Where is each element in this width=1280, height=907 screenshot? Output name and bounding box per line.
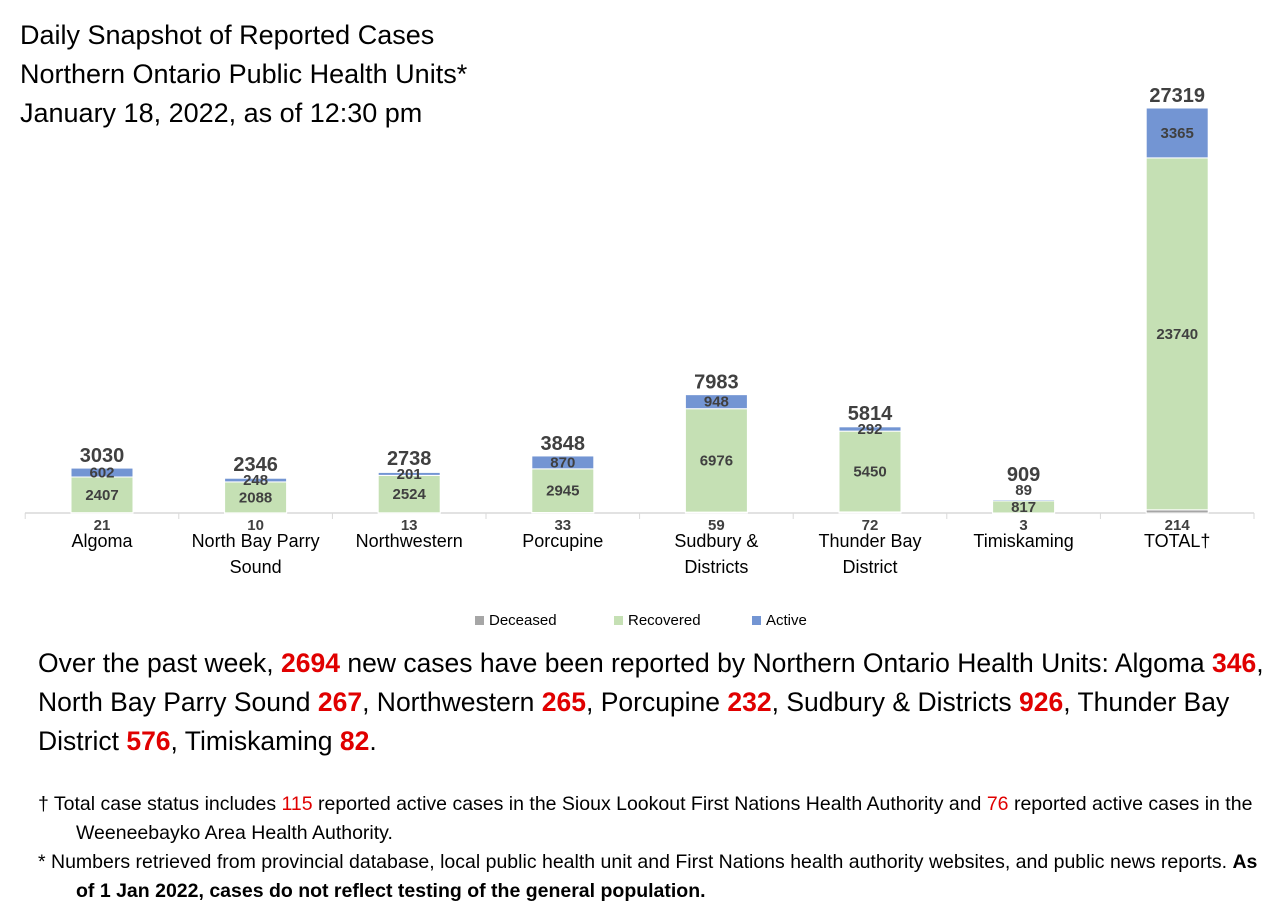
bar-active-north-bay-parry-sound xyxy=(224,477,288,483)
weekly-summary: Over the past week, 2694 new cases have … xyxy=(38,644,1268,761)
legend-item-active: Active xyxy=(752,612,807,629)
summary-text: Over the past week, xyxy=(38,648,282,678)
label-recovered-thunder-bay-district: 5450 xyxy=(853,464,886,481)
category-label-sudbury-districts: Districts xyxy=(684,557,748,577)
category-label-total: TOTAL† xyxy=(1144,531,1210,551)
label-total-porcupine: 3848 xyxy=(541,433,586,455)
bar-active-timiskaming xyxy=(992,499,1056,502)
category-label-northwestern: Northwestern xyxy=(356,531,463,551)
bar-active-thunder-bay-district xyxy=(838,426,902,432)
label-recovered-total: 23740 xyxy=(1156,326,1198,343)
bar-recovered-total xyxy=(1145,157,1209,511)
label-deceased-northwestern: 13 xyxy=(401,517,418,534)
legend-item-deceased: Deceased xyxy=(475,612,557,629)
timiskaming-new-cases: 82 xyxy=(339,726,370,756)
category-label-thunder-bay-district: Thunder Bay xyxy=(818,531,921,551)
summary-text: , Northwestern xyxy=(362,687,542,717)
thunder-bay-new-cases: 576 xyxy=(126,726,171,756)
summary-text: , Timiskaming xyxy=(170,726,340,756)
label-deceased-porcupine: 33 xyxy=(554,517,571,534)
bar-active-algoma xyxy=(70,467,134,478)
label-total-northwestern: 2738 xyxy=(387,448,432,470)
label-total-sudbury-districts: 7983 xyxy=(694,372,739,394)
label-total-total: 27319 xyxy=(1149,85,1205,107)
summary-text: new cases have been reported by Northern… xyxy=(339,648,1213,678)
bar-active-sudbury-districts xyxy=(684,394,748,410)
label-total-thunder-bay-district: 5814 xyxy=(848,403,893,425)
label-recovered-sudbury-districts: 6976 xyxy=(700,452,733,469)
label-active-sudbury-districts: 948 xyxy=(704,394,729,411)
label-deceased-algoma: 21 xyxy=(94,517,111,534)
label-deceased-thunder-bay-district: 72 xyxy=(862,517,879,534)
label-active-total: 3365 xyxy=(1161,125,1194,142)
label-active-thunder-bay-district: 292 xyxy=(857,421,882,438)
chart-title: Daily Snapshot of Reported Cases Norther… xyxy=(20,16,467,133)
summary-text: , North Bay Parry Sound xyxy=(38,648,1264,717)
weeneebayko-active: 76 xyxy=(986,793,1009,815)
label-deceased-north-bay-parry-sound: 10 xyxy=(247,517,264,534)
summary-text: . xyxy=(369,726,377,756)
summary-text: , Porcupine xyxy=(585,687,728,717)
label-total-algoma: 3030 xyxy=(80,445,125,467)
northwestern-new-cases: 265 xyxy=(541,687,586,717)
label-total-north-bay-parry-sound: 2346 xyxy=(233,454,278,476)
legend-label-recovered: Recovered xyxy=(628,612,701,629)
label-deceased-timiskaming: 3 xyxy=(1019,517,1027,534)
label-recovered-algoma: 2407 xyxy=(85,487,118,504)
label-recovered-porcupine: 2945 xyxy=(546,483,579,500)
category-label-algoma: Algoma xyxy=(71,531,133,551)
bar-active-porcupine xyxy=(531,455,595,470)
footnote-text: * Numbers retrieved from provincial data… xyxy=(38,851,1233,873)
legend-label-deceased: Deceased xyxy=(489,612,557,629)
chart-legend: Deceased Recovered Active xyxy=(0,612,1280,636)
category-label-sudbury-districts: Sudbury & xyxy=(674,531,758,551)
legend-item-recovered: Recovered xyxy=(614,612,701,629)
label-active-northwestern: 201 xyxy=(397,466,422,483)
footnote-text: reported active cases in the Weeneebayko… xyxy=(76,793,1253,844)
label-deceased-total: 214 xyxy=(1165,517,1191,534)
label-active-timiskaming: 89 xyxy=(1015,482,1032,499)
footnote-dagger: † Total case status includes 115 reporte… xyxy=(38,790,1268,848)
footnote-text: reported active cases in the Sioux Looko… xyxy=(312,793,987,815)
label-total-timiskaming: 909 xyxy=(1007,464,1040,486)
sudbury-new-cases: 926 xyxy=(1019,687,1064,717)
bar-active-total xyxy=(1145,107,1209,159)
bar-active-northwestern xyxy=(377,471,441,476)
label-active-algoma: 602 xyxy=(89,465,114,482)
sioux-lookout-active: 115 xyxy=(281,793,313,815)
footnote-bold-text: As of 1 Jan 2022, cases do not reflect t… xyxy=(76,851,1258,902)
summary-text: , Thunder Bay District xyxy=(38,687,1230,756)
summary-text: , Sudbury & Districts xyxy=(771,687,1020,717)
category-label-north-bay-parry-sound: Sound xyxy=(230,557,282,577)
label-recovered-north-bay-parry-sound: 2088 xyxy=(239,489,272,506)
bar-recovered-north-bay-parry-sound xyxy=(224,481,288,514)
label-active-north-bay-parry-sound: 248 xyxy=(243,472,268,489)
legend-swatch-recovered xyxy=(614,616,623,625)
title-line-2: Northern Ontario Public Health Units* xyxy=(20,59,468,89)
title-line-3: January 18, 2022, as of 12:30 pm xyxy=(20,98,423,128)
legend-label-active: Active xyxy=(766,612,807,629)
label-deceased-sudbury-districts: 59 xyxy=(708,517,725,534)
title-line-1: Daily Snapshot of Reported Cases xyxy=(20,20,435,50)
label-recovered-northwestern: 2524 xyxy=(393,486,427,503)
footnotes: † Total case status includes 115 reporte… xyxy=(38,790,1268,906)
bar-recovered-thunder-bay-district xyxy=(838,430,902,513)
footnote-asterisk: * Numbers retrieved from provincial data… xyxy=(38,848,1268,906)
category-label-north-bay-parry-sound: North Bay Parry xyxy=(192,531,320,551)
algoma-new-cases: 346 xyxy=(1212,648,1257,678)
category-label-timiskaming: Timiskaming xyxy=(973,531,1073,551)
north-bay-new-cases: 267 xyxy=(317,687,363,717)
legend-swatch-deceased xyxy=(475,616,484,625)
porcupine-new-cases: 232 xyxy=(727,687,772,717)
label-active-porcupine: 870 xyxy=(550,454,575,471)
total-new-cases: 2694 xyxy=(281,648,340,678)
label-recovered-timiskaming: 817 xyxy=(1011,499,1036,516)
bar-recovered-northwestern xyxy=(377,474,441,514)
category-label-thunder-bay-district: District xyxy=(843,557,898,577)
footnote-text: † Total case status includes xyxy=(38,793,282,815)
category-label-porcupine: Porcupine xyxy=(522,531,603,551)
legend-swatch-active xyxy=(752,616,761,625)
